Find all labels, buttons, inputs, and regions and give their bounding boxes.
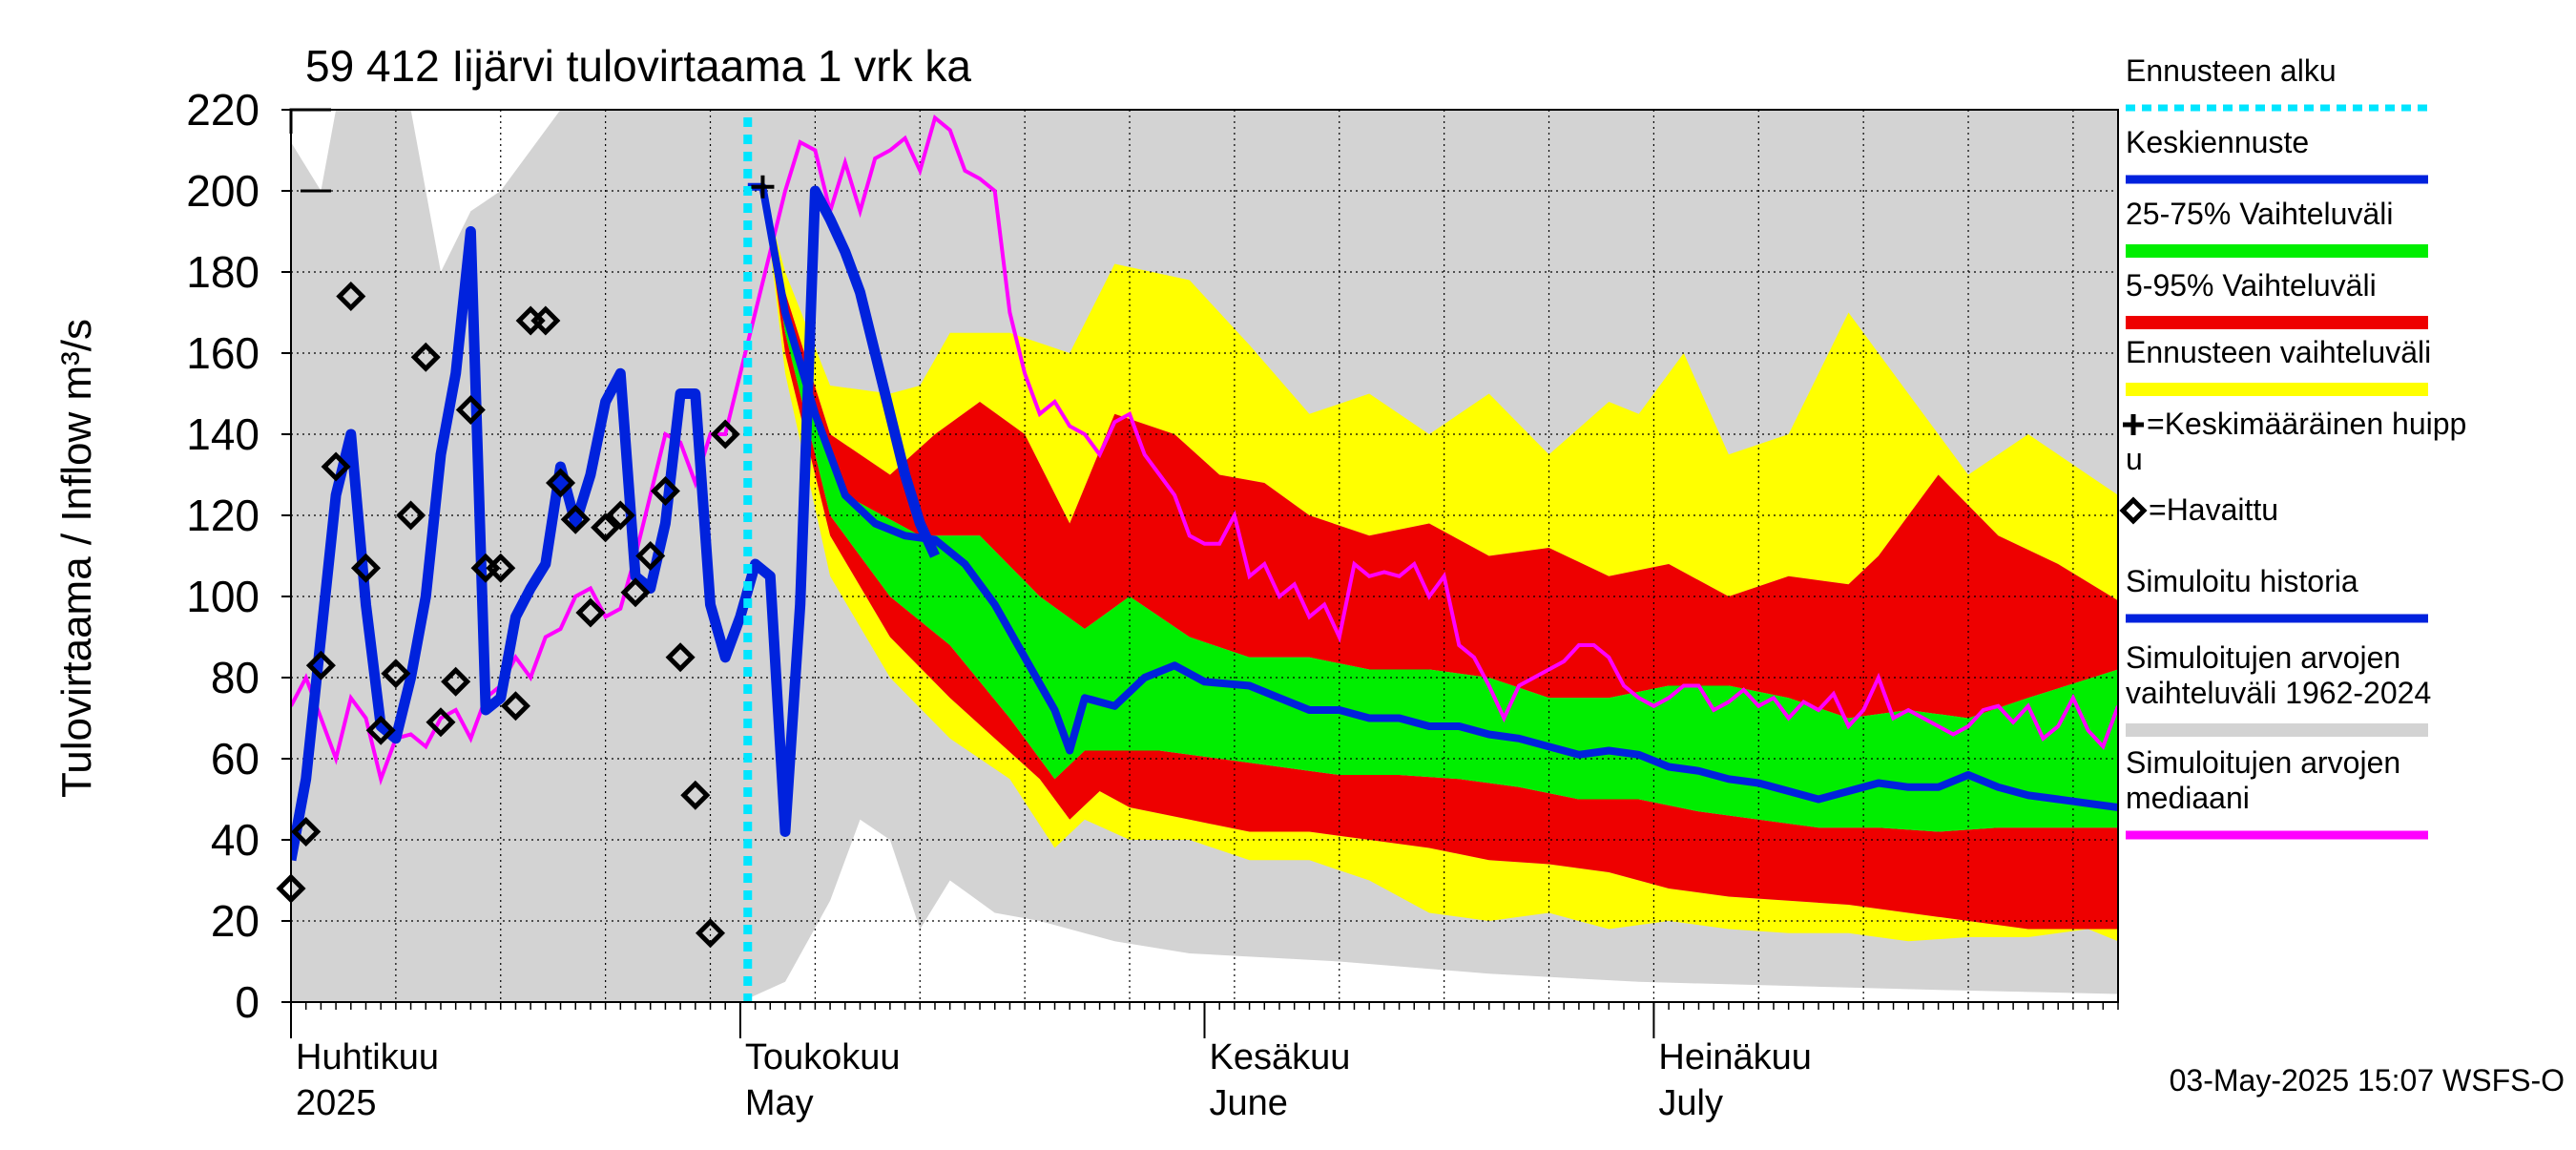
observed-point [575, 597, 606, 628]
x-month-label-en: May [745, 1083, 814, 1123]
observed-point [591, 512, 621, 543]
observed-point [381, 659, 411, 689]
observed-point [605, 500, 635, 531]
y-tick-label: 180 [186, 247, 260, 297]
observed-point [620, 577, 651, 608]
observed-point [530, 305, 561, 336]
legend-p25_75: 25-75% Vaihteluväli [2126, 197, 2428, 258]
legend-mean_forecast: Keskiennuste [2126, 125, 2428, 184]
legend-label-line2: u [2126, 442, 2143, 476]
axis-bracket-top [289, 108, 331, 134]
observed-point [500, 691, 530, 721]
y-tick-label: 40 [211, 815, 260, 865]
legend-label: Simuloitujen arvojen [2126, 640, 2400, 675]
y-tick-label: 100 [186, 572, 260, 621]
legend-p5_95: 5-95% Vaihteluväli [2126, 268, 2428, 329]
observed-point [710, 419, 740, 450]
observed-point [455, 394, 486, 426]
observed-point [321, 451, 351, 482]
legend-forecast_range: Ennusteen vaihteluväli [2126, 335, 2431, 396]
observed-point [486, 553, 516, 583]
chart-title: 59 412 Iijärvi tulovirtaama 1 vrk ka [305, 41, 971, 91]
y-tick-label: 220 [186, 85, 260, 135]
y-tick-label: 20 [211, 896, 260, 946]
y-axis-label: Tulovirtaama / Inflow m³/s [53, 319, 100, 798]
legend-diamond [2119, 496, 2148, 525]
x-month-label-en: 2025 [296, 1083, 377, 1123]
y-tick-label: 60 [211, 734, 260, 784]
y-tick-label: 80 [211, 653, 260, 702]
legend-label-line2: vaihteluväli 1962-2024 [2126, 676, 2431, 710]
legend-label: 25-75% Vaihteluväli [2126, 197, 2393, 231]
x-month-label-fi: Heinäkuu [1658, 1037, 1812, 1077]
line-mean-forecast [747, 182, 2118, 811]
observed-point [665, 642, 696, 673]
footer-timestamp: 03-May-2025 15:07 WSFS-O [2170, 1063, 2565, 1098]
observed-point [336, 281, 366, 312]
line-simulated-median [291, 115, 2118, 786]
observed-point [635, 540, 666, 572]
observed-point [441, 666, 471, 697]
y-tick-label: 0 [235, 977, 260, 1027]
legend-label: =Keskimääräinen huipp [2147, 407, 2466, 441]
observed-point [365, 715, 396, 745]
legend-label: Ennusteen alku [2126, 53, 2337, 88]
band-5-95-lower [747, 186, 2118, 930]
legend-forecast_start: Ennusteen alku [2126, 53, 2428, 112]
x-month-label-fi: Toukokuu [745, 1037, 901, 1077]
x-month-label-fi: Kesäkuu [1210, 1037, 1351, 1077]
x-month-label-fi: Huhtikuu [296, 1037, 439, 1077]
mean-peak-marker [751, 175, 775, 199]
legend-label: 5-95% Vaihteluväli [2126, 268, 2377, 303]
x-month-label-en: July [1658, 1083, 1723, 1123]
line-simulated-history [291, 185, 940, 862]
x-month-label-en: June [1210, 1083, 1288, 1123]
legend-label: =Havaittu [2149, 492, 2278, 527]
band-forecast-range-upper [747, 186, 2118, 601]
legend-label: Ennusteen vaihteluväli [2126, 335, 2431, 369]
observed-point [426, 707, 456, 738]
observed-point [291, 816, 322, 847]
observed-point [560, 504, 591, 534]
legend-label-line2: mediaani [2126, 781, 2250, 815]
band-5-95-upper [747, 186, 2118, 719]
observed-point [680, 780, 711, 810]
band-25-75 [747, 186, 2118, 832]
observed-point [546, 468, 576, 498]
y-tick-label: 200 [186, 166, 260, 216]
observed-point [350, 553, 382, 583]
legend-label: Keskiennuste [2126, 125, 2309, 159]
legend-observed: =Havaittu [2119, 492, 2278, 527]
observed-point [650, 475, 680, 507]
observed-point [410, 342, 441, 372]
observed-point [305, 650, 336, 680]
y-tick-label: 160 [186, 328, 260, 378]
observed-point [695, 918, 726, 949]
legend-label: Simuloitujen arvojen [2126, 745, 2400, 780]
legend-label: Simuloitu historia [2126, 564, 2358, 598]
y-tick-label: 120 [186, 491, 260, 540]
observed-point [396, 500, 426, 531]
y-tick-label: 140 [186, 409, 260, 459]
legend-sim_history: Simuloitu historia [2126, 564, 2428, 623]
